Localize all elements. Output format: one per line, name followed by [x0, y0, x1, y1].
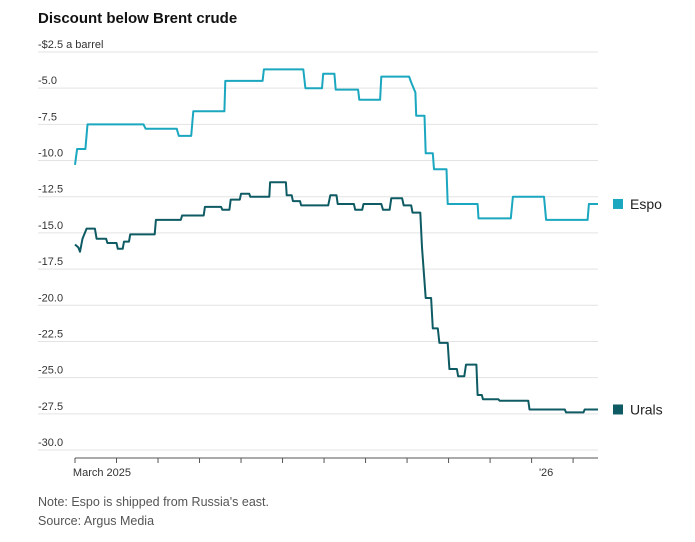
legend: Espo Urals — [613, 196, 663, 417]
y-tick-label: -27.5 — [38, 401, 63, 413]
y-tick-label: -20.0 — [38, 292, 63, 304]
y-tick-label: -7.5 — [38, 111, 57, 123]
series-line-espo — [74, 68, 598, 221]
y-tick-label: -15.0 — [38, 220, 63, 232]
y-axis-labels: -$2.5 a barrel -5.0 -7.5 -10.0 -12.5 -15.0 -17… — [38, 39, 103, 449]
y-tick-label: -17.5 — [38, 256, 63, 268]
legend-label-espo: Espo — [630, 196, 662, 212]
chart-note: Note: Espo is shipped from Russia's east… — [38, 495, 269, 509]
y-tick-label: -25.0 — [38, 365, 63, 377]
y-tick-label: -12.5 — [38, 184, 63, 196]
y-tick-label: -5.0 — [38, 75, 57, 87]
legend-swatch-urals — [613, 404, 623, 415]
series-line-urals — [74, 181, 598, 414]
chart-title: Discount below Brent crude — [38, 10, 238, 27]
legend-label-urals: Urals — [630, 401, 663, 417]
y-tick-label: -10.0 — [38, 148, 63, 160]
grid-layer — [38, 51, 598, 451]
legend-swatch-espo — [613, 198, 623, 209]
y-tick-label: -$2.5 a barrel — [38, 39, 103, 51]
line-chart: -$2.5 a barrel -5.0 -7.5 -10.0 -12.5 -15.0 -17… — [38, 39, 663, 479]
x-tick-label: '26 — [539, 467, 553, 479]
chart-source: Source: Argus Media — [38, 514, 155, 528]
series-layer — [74, 68, 598, 414]
y-tick-label: -30.0 — [38, 437, 63, 449]
x-axis: March 2025 '26 — [73, 457, 598, 479]
y-tick-label: -22.5 — [38, 328, 63, 340]
x-tick-label: March 2025 — [73, 467, 131, 479]
